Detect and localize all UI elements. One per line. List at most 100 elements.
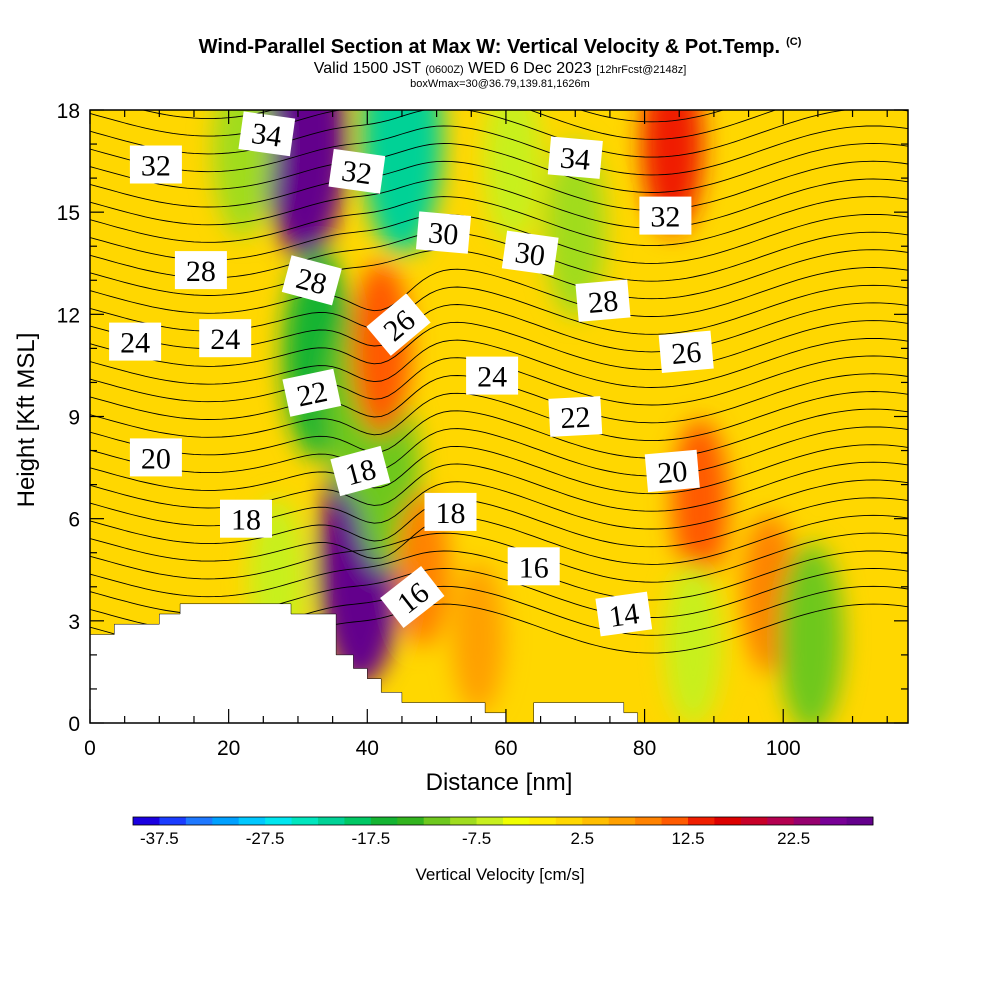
contour-label-box: [424, 492, 477, 531]
contour-label-box: [220, 499, 272, 538]
contour-label-text: 30: [427, 216, 460, 251]
contour-label-box: [199, 319, 252, 358]
contour-label: 22: [548, 396, 603, 437]
colorbar-swatch: [503, 817, 530, 825]
contour-label: 24: [466, 356, 519, 395]
contour-label-box: [282, 368, 342, 417]
contour-label-box: [575, 279, 631, 322]
colorbar-swatch: [291, 817, 319, 825]
colorbar-swatch: [185, 817, 213, 825]
contour-label-box: [466, 356, 519, 395]
theta-contour: [90, 110, 908, 158]
colorbar-swatch: [740, 817, 768, 825]
contour-label: 24: [199, 319, 252, 358]
colorbar-swatch: [318, 817, 345, 825]
colorbar-swatch: [238, 817, 266, 825]
colorbar-swatch: [265, 817, 292, 825]
velocity-cell: [664, 562, 722, 723]
x-axis-ticks: 0 20 40 60 80 100: [84, 110, 888, 760]
theta-contour: [90, 337, 908, 388]
contour-label-box: [548, 396, 603, 437]
colorbar-tick-label: -27.5: [246, 829, 285, 848]
contour-label: 18: [220, 499, 272, 538]
contour-label-box: [501, 230, 559, 276]
y-tick-label: 9: [68, 407, 80, 430]
colorbar-swatch: [476, 817, 504, 825]
colorbar-title: Vertical Velocity [cm/s]: [415, 865, 584, 884]
y-tick-label: 6: [68, 509, 80, 532]
colorbar-swatch: [133, 817, 160, 825]
velocity-cell: [483, 110, 542, 246]
colorbar-swatch: [635, 817, 662, 825]
contour-label-box: [330, 445, 391, 497]
contour-label-text: 28: [587, 284, 620, 319]
contour-label: 34: [238, 111, 296, 157]
colorbar-swatch: [846, 817, 874, 825]
contour-label-text: 22: [294, 375, 330, 414]
theta-contour: [90, 532, 908, 583]
contour-label-text: 16: [519, 551, 549, 584]
colorbar-swatch: [820, 817, 847, 825]
chart-subtitle: Valid 1500 JST (0600Z) WED 6 Dec 2023 [1…: [313, 60, 687, 77]
theta-contour: [90, 110, 777, 140]
theta-contour: [90, 444, 908, 495]
theta-contour: [90, 55, 908, 104]
theta-contour: [90, 550, 908, 601]
contour-label-box: [129, 145, 182, 184]
contour-label-text: 32: [650, 201, 680, 234]
velocity-cell: [452, 562, 505, 714]
contour-label-text: 22: [560, 401, 592, 436]
colorbar-frame: [132, 816, 874, 826]
contour-label-text: 26: [670, 336, 703, 371]
x-tick-label: 80: [633, 737, 656, 760]
theta-contour: [90, 37, 908, 86]
y-axis-label: Height [Kft MSL]: [13, 333, 40, 508]
contour-label: 32: [129, 145, 182, 184]
colorbar-swatch: [159, 817, 187, 825]
contour-label: 18: [330, 445, 391, 497]
y-tick-label: 3: [68, 611, 80, 634]
contour-label-text: 30: [513, 236, 547, 273]
contour-label-text: 32: [340, 154, 374, 191]
contour-label: 26: [658, 330, 714, 373]
contour-label-text: 18: [231, 504, 261, 537]
colorbar-swatch: [688, 817, 715, 825]
contour-label-text: 24: [477, 361, 507, 394]
colorbar-tick-label: -37.5: [140, 829, 179, 848]
colorbar-swatch: [793, 817, 821, 825]
theta-contour: [90, 320, 908, 371]
theta-contour: [90, 142, 908, 193]
velocity-cell: [544, 140, 606, 318]
colorbar-swatch: [767, 817, 795, 825]
contour-label-box: [238, 111, 296, 157]
contour-label-text: 34: [249, 117, 283, 154]
contour-label: 32: [328, 148, 386, 194]
colorbar-swatch: [344, 817, 372, 825]
x-tick-label: 60: [494, 737, 517, 760]
theta-contour: [90, 196, 908, 247]
colorbar-swatch: [212, 817, 240, 825]
terrain-mask: [89, 603, 652, 724]
theta-contour: [90, 267, 908, 317]
contour-label: 28: [575, 279, 631, 322]
contour-label: 14: [595, 591, 653, 637]
contour-label-box: [328, 148, 386, 194]
theta-contour: [90, 426, 908, 477]
x-tick-label: 20: [217, 737, 240, 760]
contour-label: 18: [424, 492, 477, 531]
contour-label-box: [639, 196, 692, 235]
contour-label-box: [380, 566, 445, 628]
theta-contour: [90, 497, 908, 548]
contour-label: 20: [129, 438, 182, 477]
contour-label-text: 20: [141, 442, 171, 475]
theta-contour: [90, 514, 908, 565]
copyright-mark: (C): [786, 36, 802, 49]
theta-contour: [140, 110, 725, 123]
contour-label: 22: [282, 368, 342, 417]
contour-label-box: [658, 330, 714, 373]
contour-label: 16: [507, 547, 560, 586]
colorbar-swatch: [529, 817, 557, 825]
x-axis-label: Distance [nm]: [426, 769, 573, 796]
contour-label-text: 24: [120, 327, 150, 360]
